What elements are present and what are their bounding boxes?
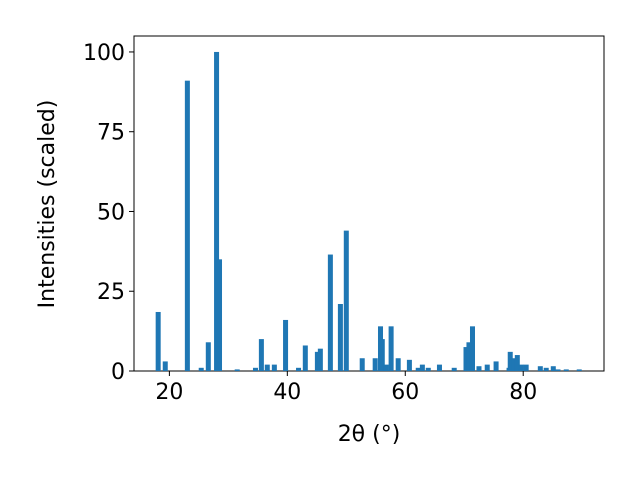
bar — [415, 367, 421, 371]
bar — [264, 364, 270, 371]
bar — [466, 342, 472, 371]
bar — [271, 364, 277, 371]
bar — [406, 359, 412, 371]
bar — [337, 304, 343, 371]
bar — [514, 355, 520, 371]
bar — [463, 347, 469, 371]
bar — [155, 311, 161, 371]
bar — [425, 367, 431, 371]
bar — [296, 367, 302, 371]
bar — [217, 259, 223, 371]
bar — [523, 364, 529, 371]
y-tick-label: 50 — [97, 200, 125, 225]
bar — [476, 366, 482, 371]
bar — [258, 339, 264, 371]
bar — [214, 51, 220, 371]
bar — [576, 369, 582, 371]
bar — [537, 366, 543, 371]
bar — [283, 319, 289, 371]
bar — [493, 361, 499, 371]
bar — [563, 369, 569, 371]
bar — [314, 351, 320, 371]
bar — [511, 358, 517, 371]
y-tick-label: 0 — [111, 360, 125, 385]
x-axis-label: 2θ (°) — [338, 422, 401, 447]
y-tick-label: 75 — [97, 121, 125, 146]
plot-frame — [133, 35, 605, 372]
bar — [543, 367, 549, 371]
x-tick-label: 40 — [273, 380, 301, 405]
bar — [343, 230, 349, 371]
bar — [302, 345, 308, 371]
x-tick-label: 80 — [509, 380, 537, 405]
bar — [234, 369, 240, 371]
bar — [379, 339, 385, 371]
x-tick-label: 20 — [155, 380, 183, 405]
bar — [419, 364, 425, 371]
bar — [388, 326, 394, 371]
y-tick-label: 100 — [83, 41, 125, 66]
bar — [383, 364, 389, 371]
bar — [518, 364, 524, 371]
bar — [184, 80, 190, 372]
bar — [252, 367, 258, 371]
bar — [317, 348, 323, 371]
bar — [205, 342, 211, 371]
bar — [507, 351, 513, 371]
bar — [372, 358, 378, 371]
bar — [395, 358, 401, 371]
y-axis-label: Intensities (scaled) — [35, 100, 60, 309]
bar — [327, 254, 333, 371]
bar — [469, 326, 476, 371]
bar — [162, 361, 168, 371]
bar — [484, 364, 490, 371]
bar — [436, 364, 442, 371]
bar — [451, 367, 457, 371]
bar — [359, 358, 365, 371]
bar — [198, 367, 204, 371]
x-tick-label: 60 — [391, 380, 419, 405]
y-tick-label: 25 — [97, 280, 125, 305]
bar — [555, 369, 561, 371]
bar — [550, 366, 556, 371]
